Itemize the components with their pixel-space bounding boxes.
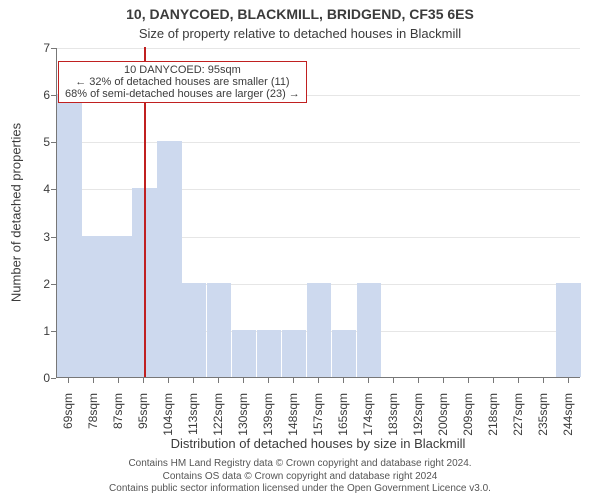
x-tick xyxy=(293,378,294,383)
x-tick xyxy=(468,378,469,383)
y-axis-title: Number of detached properties xyxy=(9,48,24,378)
x-tick xyxy=(218,378,219,383)
bar xyxy=(57,94,81,377)
x-tick-label: 244sqm xyxy=(561,393,575,443)
x-tick-label: 104sqm xyxy=(161,393,175,443)
annotation-line-3: 68% of semi-detached houses are larger (… xyxy=(65,88,300,100)
x-tick-label: 200sqm xyxy=(436,393,450,443)
x-tick xyxy=(443,378,444,383)
x-tick-label: 69sqm xyxy=(61,393,75,443)
y-tick-label: 1 xyxy=(26,324,50,338)
x-tick xyxy=(368,378,369,383)
x-tick-label: 130sqm xyxy=(236,393,250,443)
x-tick-label: 209sqm xyxy=(461,393,475,443)
x-tick xyxy=(543,378,544,383)
y-tick-label: 5 xyxy=(26,135,50,149)
gridline xyxy=(57,142,580,143)
y-tick-label: 3 xyxy=(26,230,50,244)
x-tick xyxy=(493,378,494,383)
annotation-line-2: ← 32% of detached houses are smaller (11… xyxy=(65,76,300,88)
annotation-line-1: 10 DANYCOED: 95sqm xyxy=(65,64,300,76)
bar xyxy=(357,283,381,377)
x-tick-label: 148sqm xyxy=(286,393,300,443)
x-tick xyxy=(568,378,569,383)
x-tick xyxy=(268,378,269,383)
x-tick xyxy=(193,378,194,383)
bar xyxy=(257,330,281,377)
y-tick xyxy=(51,284,56,285)
x-tick-label: 78sqm xyxy=(86,393,100,443)
footer-line-3: Contains public sector information licen… xyxy=(0,483,600,496)
bar xyxy=(307,283,331,377)
x-tick-label: 113sqm xyxy=(186,393,200,443)
x-tick xyxy=(418,378,419,383)
y-tick-label: 7 xyxy=(26,41,50,55)
x-tick xyxy=(343,378,344,383)
bar xyxy=(282,330,306,377)
y-tick xyxy=(51,237,56,238)
x-tick-label: 192sqm xyxy=(411,393,425,443)
gridline xyxy=(57,48,580,49)
x-tick xyxy=(243,378,244,383)
bar xyxy=(332,330,356,377)
x-tick xyxy=(393,378,394,383)
bar xyxy=(556,283,580,377)
x-tick xyxy=(168,378,169,383)
x-tick-label: 235sqm xyxy=(536,393,550,443)
bar xyxy=(232,330,256,377)
y-tick-label: 0 xyxy=(26,371,50,385)
y-tick xyxy=(51,331,56,332)
footer-line-1: Contains HM Land Registry data © Crown c… xyxy=(0,458,600,471)
x-tick-label: 165sqm xyxy=(336,393,350,443)
y-tick-label: 2 xyxy=(26,277,50,291)
y-tick xyxy=(51,378,56,379)
x-tick-label: 183sqm xyxy=(386,393,400,443)
x-tick xyxy=(318,378,319,383)
chart-title: 10, DANYCOED, BLACKMILL, BRIDGEND, CF35 … xyxy=(0,6,600,22)
y-tick xyxy=(51,189,56,190)
footer: Contains HM Land Registry data © Crown c… xyxy=(0,458,600,496)
y-tick xyxy=(51,142,56,143)
chart-subtitle: Size of property relative to detached ho… xyxy=(0,26,600,41)
bar xyxy=(82,236,106,377)
x-tick xyxy=(518,378,519,383)
y-tick-label: 4 xyxy=(26,182,50,196)
x-tick xyxy=(118,378,119,383)
x-tick xyxy=(93,378,94,383)
footer-line-2: Contains OS data © Crown copyright and d… xyxy=(0,471,600,484)
bar xyxy=(207,283,231,377)
x-tick-label: 95sqm xyxy=(136,393,150,443)
x-tick-label: 87sqm xyxy=(111,393,125,443)
y-tick xyxy=(51,95,56,96)
x-tick-label: 218sqm xyxy=(486,393,500,443)
x-tick xyxy=(68,378,69,383)
x-tick-label: 174sqm xyxy=(361,393,375,443)
bar xyxy=(157,141,181,377)
bar xyxy=(182,283,206,377)
annotation-box: 10 DANYCOED: 95sqm ← 32% of detached hou… xyxy=(58,61,307,103)
bar xyxy=(107,236,131,377)
x-tick-label: 139sqm xyxy=(261,393,275,443)
x-tick-label: 227sqm xyxy=(511,393,525,443)
chart-root: 10, DANYCOED, BLACKMILL, BRIDGEND, CF35 … xyxy=(0,0,600,500)
x-tick xyxy=(143,378,144,383)
x-tick-label: 122sqm xyxy=(211,393,225,443)
x-tick-label: 157sqm xyxy=(311,393,325,443)
y-tick xyxy=(51,48,56,49)
y-tick-label: 6 xyxy=(26,88,50,102)
